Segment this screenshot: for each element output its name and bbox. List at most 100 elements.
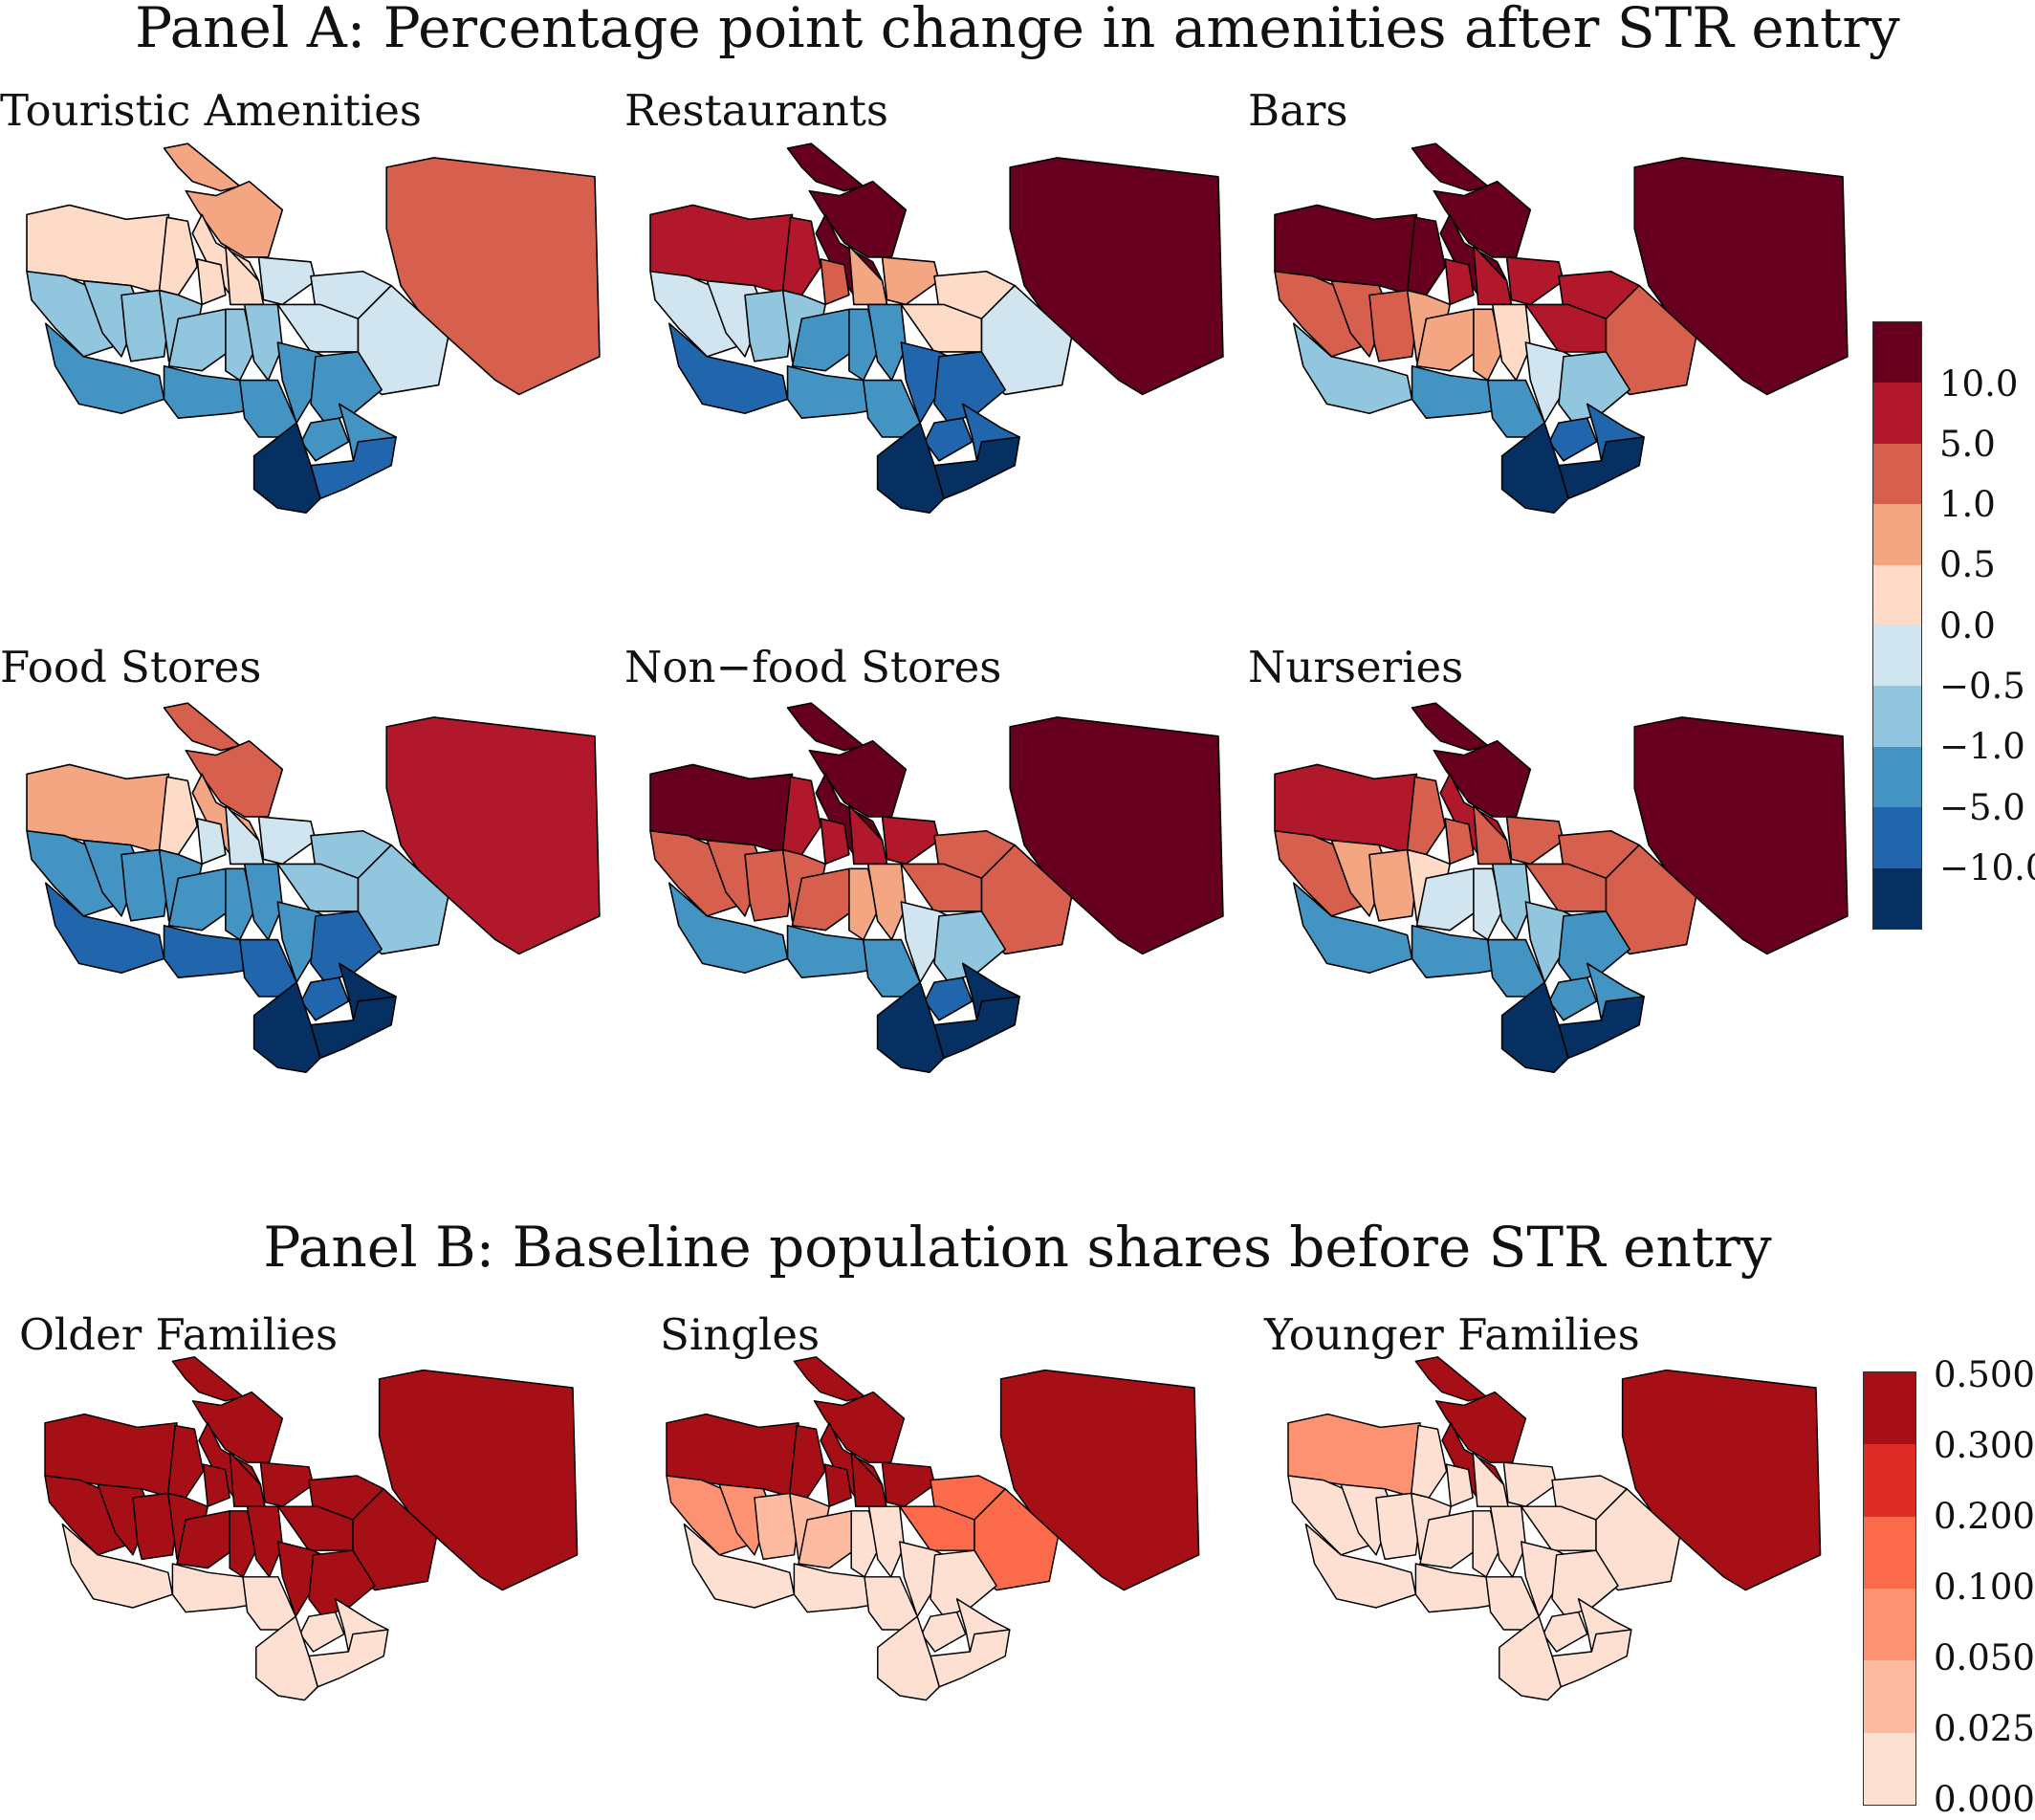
map-nurseries — [1274, 702, 1849, 1073]
panel-a-colorbar — [1872, 321, 1922, 930]
district-12 — [1605, 844, 1697, 955]
district-27 — [933, 996, 1020, 1060]
district-19 — [867, 1505, 906, 1578]
panel-b-title: Panel B: Baseline population shares befo… — [263, 1215, 1772, 1280]
map-older-families — [44, 1356, 579, 1701]
district-7 — [196, 258, 227, 306]
colorbar-segment — [1873, 322, 1921, 384]
district-2 — [1411, 143, 1489, 192]
district-17 — [176, 1510, 240, 1569]
map-touristic-amenities — [26, 143, 601, 514]
panel-a-legend-label: 0.0 — [1939, 605, 1996, 647]
district-9 — [1505, 816, 1565, 866]
map-title-touristic-amenities: Touristic Amenities — [0, 85, 422, 136]
district-28 — [1500, 422, 1569, 514]
district-25 — [1548, 417, 1598, 462]
district-27 — [1551, 1629, 1632, 1688]
district-13 — [666, 1475, 760, 1556]
district-25 — [924, 976, 974, 1021]
colorbar-segment — [1864, 1732, 1915, 1805]
district-2 — [171, 1356, 244, 1402]
district-18 — [848, 308, 879, 382]
panel-b-legend-label: 0.025 — [1934, 1708, 2035, 1749]
district-28 — [1500, 981, 1569, 1073]
district-1 — [1009, 157, 1224, 396]
district-28 — [252, 422, 321, 514]
district-12 — [352, 1488, 438, 1591]
district-18 — [850, 1510, 879, 1578]
district-9 — [881, 256, 940, 306]
district-7 — [1445, 1463, 1474, 1507]
map-younger-families — [1287, 1356, 1822, 1701]
district-25 — [1543, 1611, 1588, 1653]
district-13 — [1274, 829, 1375, 917]
district-25 — [299, 1611, 345, 1653]
district-6 — [167, 1424, 205, 1499]
district-27 — [930, 1629, 1011, 1688]
district-1 — [1633, 716, 1849, 955]
district-17 — [1415, 867, 1484, 932]
map-title-older-families: Older Families — [19, 1309, 339, 1360]
colorbar-segment — [1864, 1588, 1915, 1661]
district-7 — [820, 258, 850, 306]
district-2 — [1411, 702, 1489, 752]
map-non-food-stores — [649, 702, 1224, 1073]
district-13 — [26, 270, 127, 358]
district-6 — [1411, 1424, 1448, 1499]
district-7 — [823, 1463, 852, 1507]
district-17 — [1419, 1510, 1483, 1569]
panel-b-legend-label: 0.500 — [1934, 1354, 2035, 1395]
colorbar-segment — [1864, 1660, 1915, 1733]
colorbar-segment — [1864, 1372, 1915, 1445]
district-17 — [167, 867, 236, 932]
map-title-food-stores: Food Stores — [0, 642, 262, 692]
district-13 — [1274, 270, 1375, 358]
colorbar-segment — [1864, 1516, 1915, 1589]
district-9 — [881, 1461, 936, 1507]
district-2 — [786, 143, 864, 192]
district-13 — [1287, 1475, 1382, 1556]
district-18 — [225, 867, 255, 941]
district-6 — [1406, 776, 1446, 856]
district-17 — [791, 308, 860, 372]
district-28 — [255, 1615, 318, 1701]
district-1 — [1009, 716, 1224, 955]
district-2 — [163, 702, 241, 752]
map-title-singles: Singles — [660, 1309, 821, 1360]
panel-b-legend-label: 0.050 — [1934, 1637, 2035, 1678]
district-17 — [791, 867, 860, 932]
district-27 — [1558, 996, 1645, 1060]
district-19 — [243, 863, 284, 941]
district-12 — [974, 1488, 1060, 1591]
district-18 — [1473, 867, 1503, 941]
district-25 — [300, 976, 350, 1021]
district-7 — [202, 1463, 230, 1507]
district-12 — [1605, 284, 1697, 396]
district-2 — [163, 143, 241, 192]
colorbar-segment — [1864, 1444, 1915, 1517]
panel-a-title: Panel A: Percentage point change in amen… — [135, 0, 1900, 60]
colorbar-segment — [1873, 686, 1921, 747]
map-restaurants — [649, 143, 1224, 514]
district-2 — [1414, 1356, 1487, 1402]
map-title-bars: Bars — [1248, 85, 1348, 136]
district-9 — [257, 256, 317, 306]
district-2 — [793, 1356, 865, 1402]
district-1 — [1621, 1369, 1822, 1591]
district-2 — [786, 702, 864, 752]
panel-a-legend-label: −1.0 — [1939, 726, 2025, 767]
district-28 — [1499, 1615, 1562, 1701]
map-title-younger-families: Younger Families — [1264, 1309, 1640, 1360]
district-7 — [1444, 818, 1475, 866]
district-6 — [789, 1424, 826, 1499]
district-19 — [1491, 863, 1532, 941]
district-18 — [1472, 1510, 1500, 1578]
map-title-non-food-stores: Non−food Stores — [624, 642, 1002, 692]
district-18 — [1473, 308, 1503, 382]
district-6 — [158, 216, 198, 296]
district-1 — [385, 157, 601, 396]
district-6 — [1406, 216, 1446, 296]
district-28 — [252, 981, 321, 1073]
district-13 — [44, 1475, 139, 1556]
district-9 — [257, 816, 317, 866]
